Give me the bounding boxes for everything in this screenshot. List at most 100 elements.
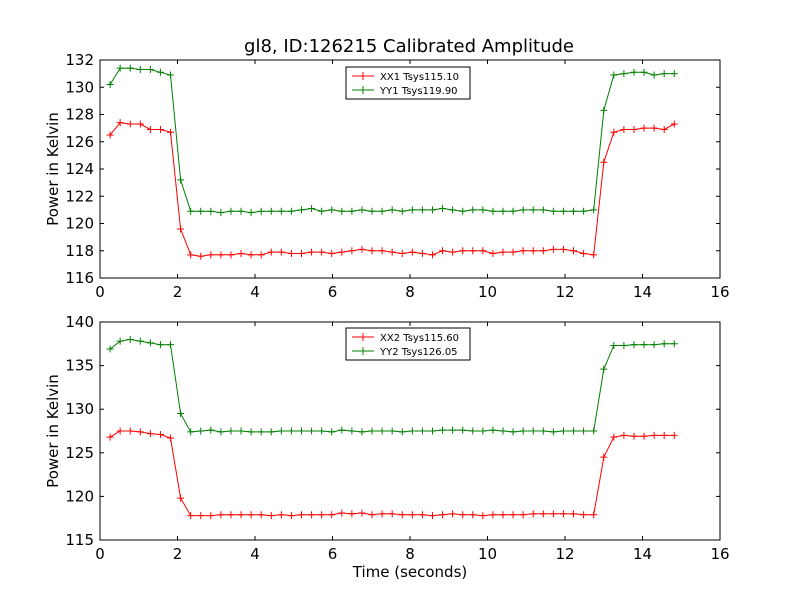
- data-point: [358, 206, 366, 214]
- data-point: [116, 119, 124, 127]
- data-point: [267, 248, 275, 256]
- data-point: [126, 335, 134, 343]
- data-point: [146, 125, 154, 133]
- data-point: [298, 511, 305, 519]
- data-point: [136, 120, 144, 128]
- data-point: [136, 337, 144, 345]
- data-point: [660, 125, 668, 133]
- data-point: [237, 207, 245, 215]
- data-point: [227, 207, 235, 215]
- data-point: [439, 247, 447, 255]
- data-point: [428, 206, 436, 214]
- data-point: [539, 510, 547, 518]
- data-point: [428, 427, 436, 435]
- data-point: [640, 341, 648, 349]
- x-tick-label: 14: [633, 283, 652, 301]
- data-point: [439, 205, 447, 213]
- data-point: [328, 206, 336, 214]
- data-point: [408, 248, 416, 256]
- data-point: [459, 207, 467, 215]
- y-tick-label: 124: [65, 160, 94, 178]
- data-point: [388, 206, 396, 214]
- data-point: [600, 453, 608, 461]
- data-point: [428, 251, 436, 259]
- data-point: [167, 71, 175, 79]
- data-point: [106, 131, 114, 139]
- data-point: [267, 428, 275, 436]
- x-tick-label: 0: [95, 545, 105, 563]
- data-point: [156, 341, 164, 349]
- data-point: [348, 510, 356, 518]
- data-point: [368, 247, 376, 255]
- x-tick-label: 4: [250, 545, 260, 563]
- data-point: [590, 427, 598, 435]
- data-point: [207, 207, 215, 215]
- data-point: [217, 511, 225, 519]
- y-tick-label: 132: [65, 51, 94, 69]
- data-point: [177, 410, 185, 418]
- figure-title: gl8, ID:126215 Calibrated Amplitude: [244, 36, 574, 57]
- legend-marker-swatch: [359, 72, 367, 80]
- legend-entry-label: XX1 Tsys115.10: [380, 72, 459, 83]
- data-point: [146, 66, 154, 74]
- data-point: [187, 428, 195, 436]
- data-point: [620, 431, 628, 439]
- x-tick-label: 10: [478, 545, 497, 563]
- data-point: [398, 428, 406, 436]
- data-point: [539, 247, 547, 255]
- data-point: [570, 510, 578, 518]
- data-point: [237, 427, 245, 435]
- data-point: [529, 247, 537, 255]
- data-point: [650, 124, 658, 132]
- data-point: [197, 207, 205, 215]
- data-point: [428, 512, 436, 520]
- y-tick-label: 120: [65, 215, 94, 233]
- y-tick-label: 120: [65, 487, 94, 505]
- legend-entry-label: YY2 Tsys126.05: [379, 347, 458, 358]
- data-point: [519, 511, 527, 519]
- data-point: [529, 510, 537, 518]
- data-point: [590, 251, 598, 259]
- data-point: [650, 431, 658, 439]
- data-point: [640, 124, 648, 132]
- data-point: [549, 207, 557, 215]
- data-point: [217, 209, 225, 217]
- data-point: [559, 427, 567, 435]
- data-point: [620, 342, 628, 350]
- data-point: [660, 70, 668, 78]
- data-point: [660, 431, 668, 439]
- data-point: [328, 249, 336, 257]
- data-point: [338, 248, 346, 256]
- data-point: [610, 71, 618, 79]
- data-point: [167, 434, 175, 442]
- series-yy-group: [106, 64, 678, 217]
- y-tick-label: 140: [65, 313, 94, 331]
- y-tick-label: 126: [65, 133, 94, 151]
- data-point: [519, 247, 527, 255]
- data-point: [156, 430, 164, 438]
- data-point: [227, 511, 235, 519]
- data-point: [499, 207, 507, 215]
- data-point: [106, 433, 114, 441]
- data-point: [197, 252, 205, 260]
- data-point: [126, 64, 134, 72]
- y-tick-label: 122: [65, 187, 94, 205]
- data-point: [308, 205, 316, 213]
- x-tick-label: 8: [405, 545, 415, 563]
- data-point: [308, 248, 316, 256]
- data-point: [106, 345, 114, 353]
- data-point: [650, 341, 658, 349]
- legend-marker-swatch: [359, 333, 367, 341]
- data-point: [187, 251, 195, 259]
- data-point: [418, 249, 426, 257]
- data-point: [167, 128, 175, 136]
- legend: XX1 Tsys115.10 YY1 Tsys119.90: [345, 66, 471, 100]
- data-point: [287, 512, 295, 520]
- x-tick-label: 6: [328, 283, 338, 301]
- data-point: [509, 428, 517, 436]
- data-point: [489, 249, 497, 257]
- data-point: [217, 251, 225, 259]
- data-point: [348, 427, 356, 435]
- data-point: [610, 128, 618, 136]
